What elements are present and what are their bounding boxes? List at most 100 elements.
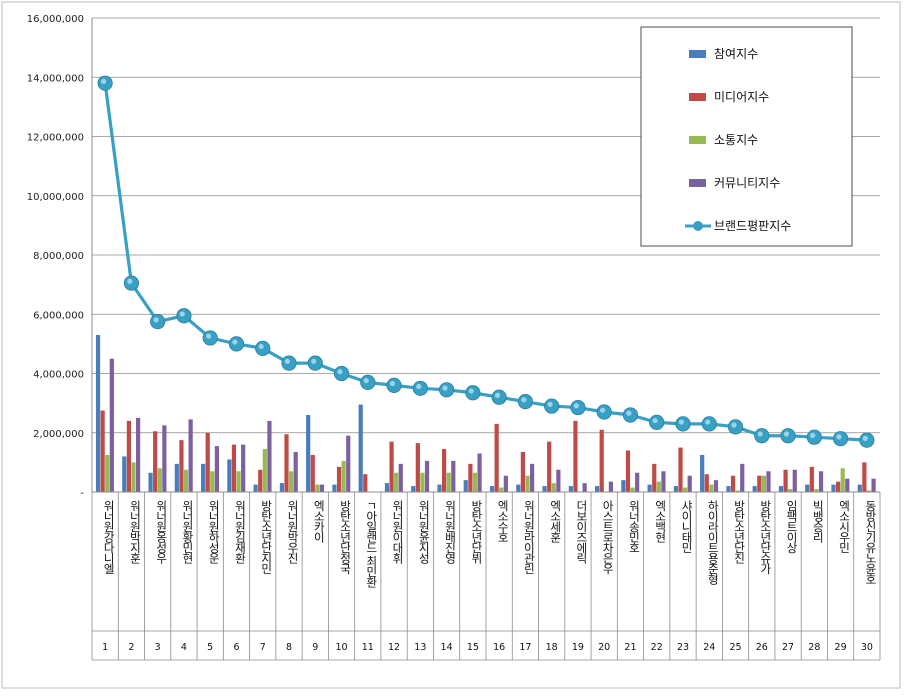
x-rank-label: 8 [286, 642, 292, 653]
bar [201, 463, 206, 492]
x-rank-label: 4 [181, 642, 187, 653]
bar [805, 484, 810, 492]
x-rank-label: 25 [729, 642, 741, 653]
bar [122, 456, 127, 492]
x-category-label: 워너원하성운 [207, 500, 221, 564]
x-category-label: 워너송민호 [627, 500, 641, 553]
bar [310, 454, 315, 492]
bar [551, 483, 556, 492]
line-point-highlight [521, 397, 527, 403]
bar [231, 444, 237, 492]
bar [463, 480, 468, 492]
line-point-highlight [258, 343, 264, 350]
bar [424, 460, 430, 492]
bar [752, 486, 757, 492]
bar [542, 486, 547, 492]
x-rank-label: 6 [233, 642, 239, 653]
x-category-label: 워너원김재환 [233, 500, 247, 564]
bar [157, 468, 162, 492]
bar [525, 475, 530, 492]
bar [205, 432, 210, 492]
y-tick-label: 14,000,000 [27, 73, 84, 84]
bar [647, 484, 652, 492]
line-point-highlight [757, 431, 763, 437]
legend-swatch [689, 179, 706, 187]
x-rank-label: 11 [362, 642, 374, 653]
line-point-highlight [232, 339, 238, 345]
legend-box [640, 26, 853, 247]
bar [757, 475, 762, 492]
bar [284, 434, 289, 492]
x-category-label: 방탄소년단진 [733, 500, 747, 564]
bar [477, 453, 482, 492]
bar [468, 463, 473, 492]
bar [783, 469, 788, 492]
line-point-highlight [100, 78, 107, 84]
bar [109, 358, 114, 492]
y-tick-label: 2,000,000 [33, 429, 84, 440]
bar [494, 423, 499, 492]
x-rank-label: 24 [703, 642, 715, 653]
x-category-label: 샤이니태민 [680, 500, 694, 553]
bar [131, 462, 136, 492]
bar [179, 440, 184, 492]
x-rank-label: 9 [312, 642, 318, 653]
x-category-label: 워너원윤지성 [417, 500, 431, 564]
bar [687, 475, 692, 492]
bar [336, 466, 342, 492]
x-category-label: 워너원옹성우 [155, 500, 169, 564]
bar [446, 472, 451, 492]
x-category-label: 하이라이트용준형 [706, 499, 720, 585]
bar [499, 487, 504, 492]
x-rank-label: 10 [335, 642, 347, 653]
bar [188, 419, 193, 492]
y-tick-label: 6,000,000 [33, 310, 84, 321]
line-point-highlight [363, 377, 369, 384]
x-category-label: 방탄소년단지민 [260, 500, 274, 574]
line-point-highlight [547, 401, 553, 407]
line-point-highlight [600, 407, 606, 413]
x-rank-label: 26 [756, 642, 768, 653]
bar [836, 481, 841, 492]
x-category-label: 엑소수호 [496, 500, 510, 542]
bar [573, 420, 578, 492]
legend-label: 참여지수 [714, 47, 758, 61]
bar [700, 454, 705, 492]
bar [683, 487, 688, 492]
x-rank-label: 3 [155, 642, 161, 653]
bar [148, 472, 153, 492]
bar [621, 480, 626, 492]
line-point-highlight [494, 392, 501, 398]
bar [730, 475, 736, 492]
bar [661, 471, 666, 492]
line-point-highlight [337, 369, 343, 375]
bar [241, 444, 246, 492]
line-point-highlight [311, 358, 317, 364]
bar [778, 486, 784, 492]
x-category-label: 워너원강다니엘 [102, 500, 116, 574]
bar [315, 484, 320, 492]
y-tick-label: 8,000,000 [33, 251, 84, 262]
bar [818, 471, 824, 492]
line-point-highlight [127, 278, 133, 284]
bar [709, 484, 714, 492]
line-point-highlight [389, 380, 396, 387]
bar [358, 404, 363, 492]
bar [341, 460, 346, 492]
line-point-highlight [731, 422, 737, 428]
bar [394, 472, 399, 492]
bar [420, 472, 425, 492]
x-rank-label: 27 [782, 642, 794, 653]
bar [792, 469, 797, 492]
line-point-highlight [810, 432, 816, 438]
x-category-label: 워너원이대휘 [391, 500, 405, 565]
bar [656, 481, 661, 492]
bar [451, 460, 456, 492]
x-rank-label: 21 [624, 642, 636, 653]
bar [866, 490, 872, 492]
line-point-highlight [836, 434, 842, 440]
line-point-highlight [153, 317, 159, 323]
bar [845, 478, 850, 492]
x-rank-label: 30 [861, 642, 873, 653]
